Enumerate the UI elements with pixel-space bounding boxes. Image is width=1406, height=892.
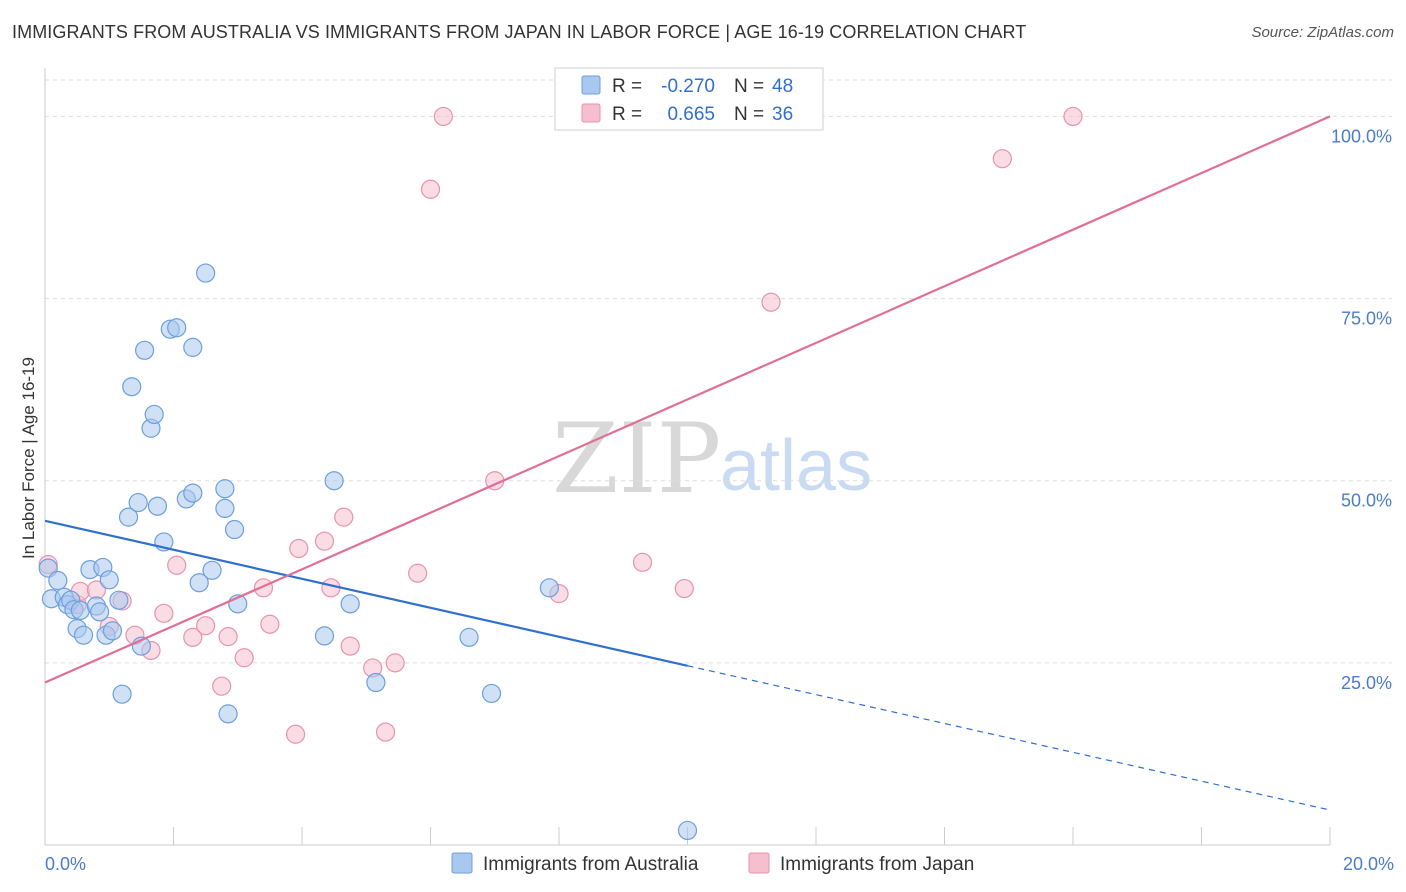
source-label: Source: ZipAtlas.com (1251, 24, 1394, 41)
watermark-atlas: atlas (720, 426, 872, 506)
legend-n-value-japan: 36 (772, 104, 793, 125)
y-tick-label-50: 50.0% (1341, 491, 1392, 511)
australia-point-12 (90, 602, 110, 622)
japan-point-12 (212, 676, 232, 696)
legend-n-value-australia: 48 (772, 76, 793, 97)
japan-point-35 (1063, 106, 1083, 127)
japan-point-28 (433, 106, 453, 127)
japan-point-33 (761, 292, 781, 312)
japan-point-21 (334, 507, 354, 527)
japan-point-26 (408, 563, 428, 583)
japan-point-25 (385, 653, 405, 673)
australia-point-25 (144, 404, 164, 425)
japan-point-15 (253, 578, 274, 598)
series-legend: Immigrants from Australia Immigrants fro… (451, 852, 974, 875)
japan-point-18 (289, 538, 309, 559)
legend-n-label-japan: N = (734, 104, 764, 125)
australia-point-15 (99, 570, 119, 590)
legend-r-value-japan: 0.665 (667, 104, 715, 125)
japan-point-10 (183, 627, 203, 647)
japan-point-32 (674, 578, 694, 599)
australia-point-31 (183, 483, 203, 503)
australia-point-17 (109, 590, 129, 610)
x-tick-label-max: 20.0% (1343, 854, 1394, 874)
australia-point-26 (147, 496, 168, 516)
y-tick-label-25: 25.0% (1341, 673, 1392, 693)
japan-point-8 (154, 603, 174, 623)
australia-point-8 (70, 600, 90, 621)
australia-point-36 (215, 498, 235, 518)
australia-point-20 (122, 377, 142, 397)
australia-point-46 (481, 683, 502, 704)
australia-point-48 (677, 820, 698, 841)
australia-point-45 (459, 627, 479, 647)
australia-point-41 (314, 626, 335, 646)
legend-r-label-australia: R = (612, 76, 642, 97)
australia-point-18 (112, 684, 132, 704)
australia-point-39 (224, 519, 245, 540)
legend-swatch-australia (581, 75, 601, 95)
series-legend-swatch-japan (748, 852, 770, 874)
australia-point-33 (189, 573, 209, 593)
x-tick-label-min: 0.0% (45, 854, 86, 874)
australia-point-9 (73, 625, 94, 645)
australia-point-35 (202, 560, 222, 580)
australia-point-38 (218, 704, 238, 724)
australia-trend-extension (687, 665, 1331, 811)
australia-point-23 (134, 340, 155, 360)
australia-point-42 (324, 471, 344, 491)
y-tick-label-75: 75.0% (1341, 309, 1392, 329)
australia-trend-line (44, 519, 688, 667)
y-tick-labels: 25.0% 50.0% 75.0% 100.0% (1331, 126, 1392, 692)
australia-point-2 (48, 570, 68, 591)
australia-points (38, 263, 698, 841)
grid-lines (45, 79, 1392, 664)
legend-n-label-australia: N = (734, 76, 764, 97)
australia-point-44 (366, 672, 386, 693)
japan-point-24 (375, 722, 396, 742)
series-legend-swatch-australia (451, 852, 473, 874)
japan-point-16 (260, 614, 280, 634)
japan-point-17 (285, 724, 306, 744)
australia-point-29 (167, 318, 187, 338)
series-legend-label-japan: Immigrants from Japan (780, 854, 974, 875)
japan-point-13 (218, 627, 238, 647)
japan-point-14 (234, 648, 254, 668)
japan-point-27 (420, 179, 441, 199)
x-tick-marks (173, 827, 1331, 845)
australia-point-47 (539, 578, 559, 598)
chart-title: IMMIGRANTS FROM AUSTRALIA VS IMMIGRANTS … (12, 22, 1027, 42)
legend-swatch-japan (581, 103, 601, 123)
australia-point-37 (215, 479, 235, 499)
japan-point-19 (314, 531, 335, 551)
trend-lines (44, 115, 1331, 811)
australia-point-43 (340, 594, 360, 614)
correlation-legend: R = -0.270 N = 48 R = 0.665 N = 36 (554, 67, 824, 131)
australia-point-21 (128, 492, 148, 513)
australia-point-32 (183, 337, 203, 357)
legend-r-label-japan: R = (612, 104, 642, 125)
y-axis-label: In Labor Force | Age 16-19 (19, 357, 38, 559)
japan-point-22 (340, 636, 360, 656)
series-legend-label-australia: Immigrants from Australia (483, 854, 699, 875)
japan-point-34 (992, 149, 1012, 169)
australia-point-19 (118, 507, 139, 527)
japan-point-9 (167, 555, 187, 575)
australia-point-34 (196, 263, 216, 283)
australia-point-16 (102, 621, 123, 641)
japan-point-11 (196, 616, 216, 636)
japan-trend-line (44, 115, 1331, 684)
legend-r-value-australia: -0.270 (661, 76, 715, 97)
watermark-zip: ZIP (552, 403, 721, 515)
japan-point-31 (632, 552, 653, 572)
y-tick-label-100: 100.0% (1331, 126, 1392, 146)
